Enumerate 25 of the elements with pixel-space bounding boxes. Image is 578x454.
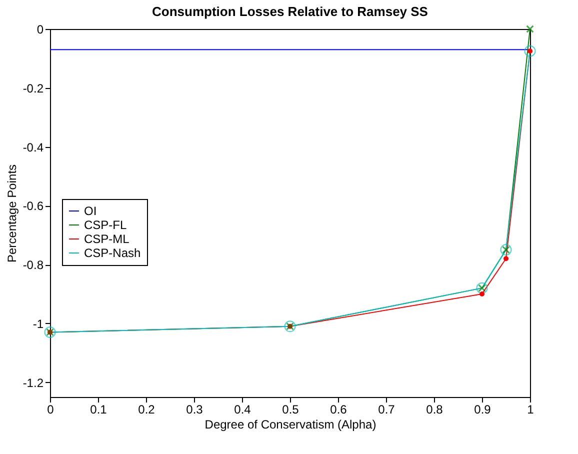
legend-label: CSP-Nash	[84, 246, 141, 260]
x-tick-label: 0.1	[90, 402, 108, 416]
y-tick-label: -0.8	[22, 258, 44, 272]
y-tick-label: 0	[36, 22, 44, 36]
x-tick-label: 0	[47, 402, 54, 416]
y-tick-label: -0.2	[22, 81, 44, 96]
x-tick-label: 0.6	[330, 402, 348, 416]
x-axis-title: Degree of Conservatism (Alpha)	[204, 418, 376, 432]
y-tick-label: -1.2	[22, 376, 44, 390]
x-tick-label: 0.2	[138, 402, 156, 416]
x-tick-label: 0.9	[474, 402, 492, 416]
x-tick-label: 0.5	[282, 402, 300, 416]
y-axis-title: Percentage Points	[4, 164, 19, 263]
x-tick-label: 0.3	[186, 402, 204, 416]
legend-label: CSP-ML	[84, 232, 130, 246]
x-tick-label: 0.8	[426, 402, 444, 416]
y-tick-label: -0.6	[22, 199, 44, 214]
x-tick-label: 0.7	[378, 402, 396, 416]
x-tick-label: 0.4	[234, 402, 252, 416]
legend-label: CSP-FL	[84, 218, 127, 232]
y-tick-label: -0.4	[22, 140, 44, 154]
y-tick-label: -1	[32, 316, 44, 331]
chart-title: Consumption Losses Relative to Ramsey SS	[152, 4, 428, 19]
legend-label: OI	[84, 204, 97, 218]
x-tick-label: 1	[527, 402, 534, 416]
